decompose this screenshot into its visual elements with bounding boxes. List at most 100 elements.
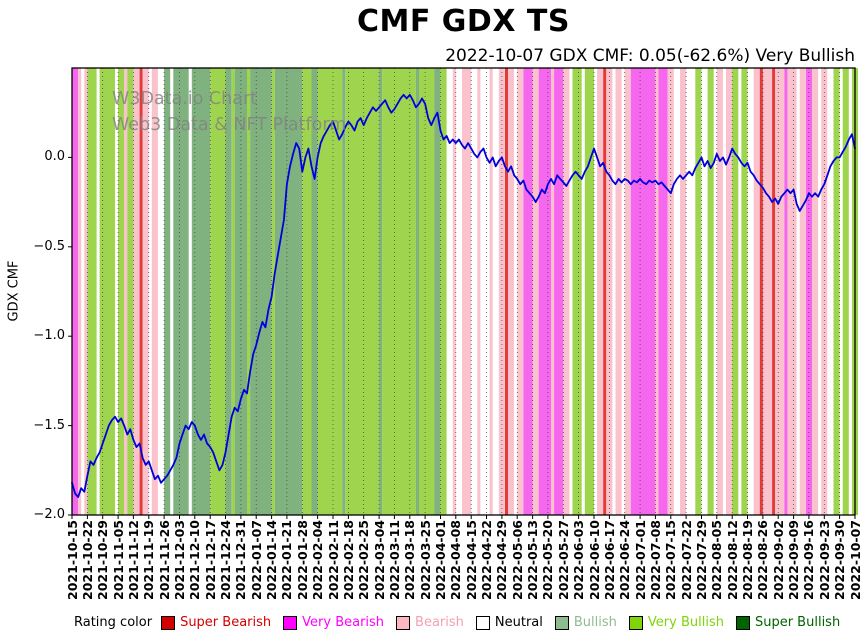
legend-item-bearish: Bearish — [396, 615, 464, 630]
x-tick-label: 2022-07-01 — [632, 520, 648, 600]
x-tick-label: 2022-06-10 — [586, 520, 602, 600]
legend-swatch — [735, 615, 750, 630]
rating-band-B — [821, 68, 828, 515]
plot-border — [71, 67, 856, 516]
x-tick-label: 2022-06-24 — [617, 520, 633, 600]
rating-band-VBU — [732, 68, 739, 515]
rating-band-VBU — [419, 68, 435, 515]
rating-band-B — [133, 68, 140, 515]
rating-band-SB — [772, 68, 776, 515]
legend-item-neutral: Neutral — [475, 615, 543, 630]
legend-label: Super Bearish — [180, 615, 272, 630]
x-tick-label: 2022-09-02 — [770, 520, 786, 600]
rating-band-B — [787, 68, 797, 515]
x-tick-label: 2022-06-17 — [601, 520, 617, 600]
rating-band-B — [517, 68, 524, 515]
rating-band-B — [151, 68, 158, 515]
x-tick-label: 2022-02-25 — [356, 520, 372, 600]
x-tick-label: 2022-05-13 — [525, 520, 541, 600]
x-tick-label: 2022-02-11 — [325, 520, 341, 600]
rating-band-VB — [630, 68, 656, 515]
rating-band-VBU — [440, 68, 447, 515]
legend-item-very-bullish: Very Bullish — [628, 615, 724, 630]
rating-band-SB — [139, 68, 143, 515]
y-axis-label: GDX CMF — [6, 260, 22, 322]
x-tick-label: 2022-04-29 — [494, 520, 510, 600]
x-tick-label: 2022-04-15 — [463, 520, 479, 600]
rating-band-VBU — [584, 68, 594, 515]
rating-band-VBU — [741, 68, 748, 515]
rating-band-VB — [658, 68, 668, 515]
rating-band-BU — [415, 68, 419, 515]
x-tick-label: 2021-11-19 — [141, 520, 157, 600]
x-tick-label: 2021-10-29 — [95, 520, 111, 600]
x-tick-label: 2022-08-05 — [709, 520, 725, 600]
x-tick-label: 2022-09-09 — [786, 520, 802, 600]
x-tick-label: 2022-07-08 — [647, 520, 663, 600]
legend-swatch — [628, 615, 643, 630]
plot-area: W3Data.io Chart Web3 Data & NFT Platform — [68, 67, 858, 519]
x-tick-label: 2022-03-04 — [371, 520, 387, 600]
x-tick-label: 2022-02-04 — [310, 520, 326, 600]
rating-band-B — [775, 68, 785, 515]
x-tick-label: 2021-12-10 — [187, 520, 203, 600]
chart-subtitle: 2022-10-07 GDX CMF: 0.05(-62.6%) Very Bu… — [445, 46, 855, 66]
rating-band-BU — [164, 68, 171, 515]
plot-canvas — [68, 67, 858, 519]
rating-band-B — [753, 68, 760, 515]
x-tick-label: 2022-01-07 — [248, 520, 264, 600]
y-tick-label: −1.5 — [33, 417, 65, 433]
x-tick-label: 2022-03-25 — [417, 520, 433, 600]
rating-band-B — [762, 68, 773, 515]
rating-band-BU — [434, 68, 441, 515]
rating-band-VB — [784, 68, 788, 515]
legend-item-bullish: Bullish — [554, 615, 617, 630]
rating-band-BU — [225, 68, 232, 515]
rating-band-B — [716, 68, 723, 515]
rating-band-VB — [538, 68, 551, 515]
rating-band-VBU — [572, 68, 582, 515]
rating-band-VB — [523, 68, 533, 515]
rating-band-B — [532, 68, 539, 515]
rating-band-VBU — [231, 68, 235, 515]
legend-swatch — [475, 615, 490, 630]
rating-band-B — [624, 68, 631, 515]
x-tick-label: 2022-09-16 — [801, 520, 817, 600]
rating-band-BU — [274, 68, 303, 515]
x-tick-label: 2021-12-03 — [171, 520, 187, 600]
rating-band-VB — [554, 68, 564, 515]
rating-band-B — [680, 68, 687, 515]
rating-band-B — [84, 68, 88, 515]
x-tick-label: 2021-12-24 — [218, 520, 234, 600]
rating-band-B — [563, 68, 570, 515]
rating-band-BU — [173, 68, 189, 515]
rating-band-VBU — [302, 68, 312, 515]
x-tick-label: 2022-09-30 — [832, 520, 848, 600]
rating-band-VBU — [87, 68, 97, 515]
rating-band-BU — [250, 68, 272, 515]
chart-title: CMF GDX TS — [357, 4, 570, 39]
rating-band-B — [615, 68, 622, 515]
rating-band-VB — [805, 68, 812, 515]
rating-band-VBU — [695, 68, 702, 515]
x-tick-label: 2022-08-19 — [740, 520, 756, 600]
legend-swatch — [554, 615, 569, 630]
rating-band-VB — [72, 68, 79, 515]
rating-band-B — [551, 68, 555, 515]
x-tick-label: 2021-11-12 — [125, 520, 141, 600]
rating-legend: Rating color Super Bearish Very Bearish Be… — [74, 615, 852, 630]
x-tick-label: 2021-12-31 — [233, 520, 249, 600]
x-tick-label: 2022-08-12 — [724, 520, 740, 600]
x-tick-label: 2022-03-11 — [386, 520, 402, 600]
rating-band-VBU — [842, 68, 849, 515]
rating-band-VBU — [345, 68, 380, 515]
x-tick-label: 2022-01-21 — [279, 520, 295, 600]
x-tick-label: 2022-08-26 — [755, 520, 771, 600]
rating-band-BU — [191, 68, 211, 515]
legend-label: Very Bearish — [302, 615, 385, 630]
y-tick-label: 0.0 — [44, 149, 65, 165]
x-tick-label: 2022-06-03 — [571, 520, 587, 600]
rating-band-BU — [234, 68, 247, 515]
legend-title: Rating color — [74, 615, 153, 630]
